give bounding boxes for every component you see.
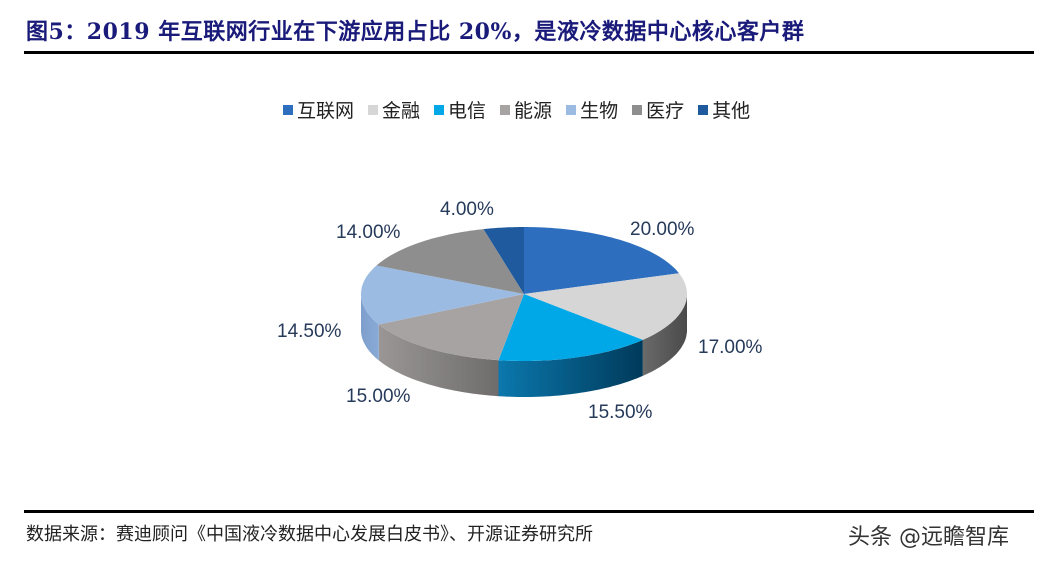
source-note: 数据来源：赛迪顾问《中国液冷数据中心发展白皮书》、开源证券研究所 (26, 524, 593, 545)
data-label-internet: 20.00% (630, 219, 695, 240)
legend-label: 互联网 (297, 100, 355, 122)
legend-item-medical: 医疗 (632, 96, 684, 123)
legend-swatch (368, 104, 379, 115)
top-divider (24, 51, 1034, 54)
legend-label: 电信 (448, 100, 487, 122)
pie-side-1 (642, 294, 687, 376)
legend-label: 其他 (712, 100, 751, 122)
pie-sides (361, 294, 687, 397)
legend-item-telecom: 电信 (434, 96, 486, 123)
data-label-finance: 17.00% (698, 337, 763, 358)
data-label-medical: 14.00% (336, 222, 401, 243)
pie-slice-金融 (524, 273, 687, 340)
legend-swatch (500, 104, 511, 115)
pie-side-3 (378, 324, 499, 397)
chart-legend: 互联网 金融 电信 能源 生物 医疗 其他 (283, 96, 764, 123)
legend-swatch (283, 104, 293, 115)
pie-slice-生物 (361, 265, 524, 325)
pie-slice-能源 (378, 294, 524, 361)
data-label-telecom: 15.50% (588, 402, 653, 423)
legend-label: 金融 (382, 100, 421, 122)
pie-top (361, 227, 687, 361)
pie-slice-其他 (483, 227, 524, 294)
data-label-energy: 15.00% (346, 386, 411, 407)
legend-label: 能源 (514, 100, 553, 122)
watermark: 头条 @远瞻智库 (848, 525, 1009, 550)
legend-swatch (698, 104, 709, 115)
legend-label: 生物 (580, 100, 619, 122)
pie-slice-电信 (498, 294, 643, 361)
legend-item-bio: 生物 (566, 96, 618, 123)
pie-side-2 (498, 339, 643, 397)
legend-item-energy: 能源 (500, 96, 552, 123)
data-label-other: 4.00% (440, 199, 494, 220)
legend-swatch (632, 104, 643, 115)
figure-title: 图5：2019 年互联网行业在下游应用占比 20%，是液冷数据中心核心客户群 (26, 19, 805, 45)
legend-swatch (434, 104, 445, 115)
legend-label: 医疗 (646, 100, 685, 122)
pie-slice-互联网 (524, 227, 679, 294)
legend-item-internet: 互联网 (283, 96, 354, 123)
legend-item-other: 其他 (698, 96, 750, 123)
pie-side-4 (361, 294, 379, 361)
bottom-divider (24, 510, 1034, 513)
pie-slice-医疗 (376, 229, 524, 294)
legend-item-finance: 金融 (368, 96, 420, 123)
legend-swatch (566, 104, 577, 115)
data-label-bio: 14.50% (277, 321, 342, 342)
